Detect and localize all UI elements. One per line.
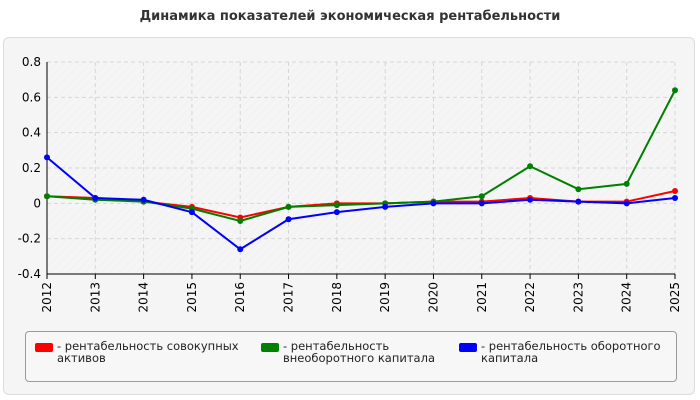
data-point-рентабельность-оборотного-капитала [333,209,340,216]
legend-item-working-capital: - рентабельность оборотного капитала [459,340,686,364]
x-tick-label: 2014 [137,282,151,313]
legend-swatch-total-assets [35,343,53,352]
x-tick-label: 2016 [233,282,247,313]
data-point-рентабельность-внеоборотного-капитала [237,218,244,224]
legend-swatch-working-capital [459,343,477,352]
data-point-рентабельность-оборотного-капитала [478,200,485,207]
legend-label-total-assets: - рентабельность совокупных активов [57,339,239,365]
data-point-рентабельность-оборотного-капитала [527,196,534,203]
data-point-рентабельность-оборотного-капитала [430,200,437,207]
data-point-рентабельность-совокупных-активов [672,187,678,194]
axes: -0.4 -0.2 0 0.2 0.4 0.6 0.8 2012 2013 2014 2015 201… [18,55,682,313]
x-tick-label: 2012 [40,282,54,313]
x-tick-label: 2024 [620,282,634,313]
data-point-рентабельность-оборотного-капитала [575,198,582,205]
data-point-рентабельность-оборотного-капитала [285,216,292,223]
legend-label-noncurrent-capital: - рентабельность внеоборотного капитала [283,339,435,365]
data-point-рентабельность-оборотного-капитала [188,209,195,216]
data-point-рентабельность-оборотного-капитала [92,195,99,202]
data-point-рентабельность-оборотного-капитала [44,154,50,161]
y-tick-label: -0.2 [18,232,41,246]
series-lines [44,87,678,253]
x-tick-label: 2018 [330,282,344,313]
y-tick-label: 0 [33,196,41,210]
x-tick-label: 2023 [571,282,585,313]
x-tick-label: 2021 [475,282,489,313]
y-tick-label: 0.4 [22,126,41,140]
data-point-рентабельность-внеоборотного-капитала [478,193,485,200]
data-point-рентабельность-внеоборотного-капитала [333,202,340,209]
data-point-рентабельность-оборотного-капитала [140,196,147,203]
data-point-рентабельность-оборотного-капитала [237,246,244,253]
data-point-рентабельность-внеоборотного-капитала [672,87,678,94]
data-point-рентабельность-внеоборотного-капитала [285,203,292,210]
y-tick-label: -0.4 [18,267,41,281]
legend-item-noncurrent-capital: - рентабельность внеоборотного капитала [261,340,453,364]
data-point-рентабельность-внеоборотного-капитала [623,180,630,187]
chart-title: Динамика показателей экономическая рента… [139,9,561,24]
legend-label-working-capital: - рентабельность оборотного капитала [481,339,661,365]
x-tick-label: 2013 [88,282,102,313]
legend: - рентабельность совокупных активов - ре… [25,331,677,382]
data-point-рентабельность-оборотного-капитала [382,203,389,210]
plot-area [47,62,675,274]
x-tick-label: 2025 [668,282,682,313]
data-point-рентабельность-внеоборотного-капитала [44,193,50,200]
data-point-рентабельность-оборотного-капитала [672,195,678,202]
y-tick-label: 0.2 [22,161,41,175]
data-point-рентабельность-внеоборотного-капитала [575,186,582,193]
legend-swatch-noncurrent-capital [261,343,279,352]
y-tick-label: 0.8 [22,55,41,69]
y-tick-label: 0.6 [22,90,41,104]
data-point-рентабельность-оборотного-капитала [623,200,630,207]
x-tick-label: 2015 [185,282,199,313]
legend-item-total-assets: - рентабельность совокупных активов [35,340,247,364]
x-tick-label: 2020 [426,282,440,313]
x-tick-label: 2022 [523,282,537,313]
data-point-рентабельность-внеоборотного-капитала [527,163,534,170]
series-line-рентабельность-оборотного-капитала [46,156,676,251]
grid [46,61,676,275]
x-tick-label: 2019 [378,282,392,313]
x-tick-label: 2017 [282,282,296,313]
